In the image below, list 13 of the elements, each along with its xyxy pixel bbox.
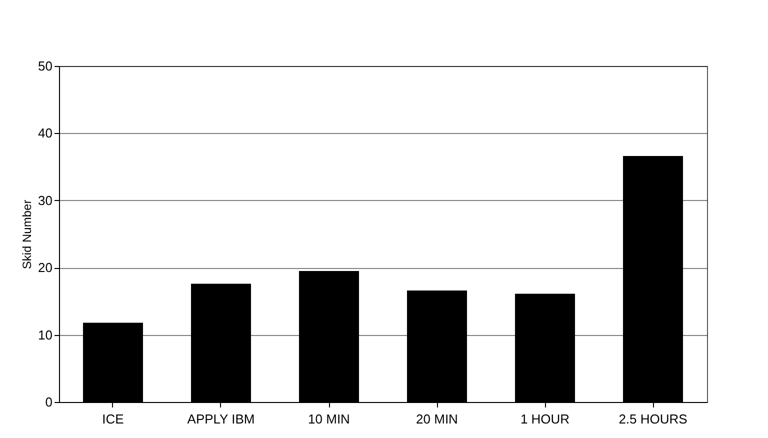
x-tick-label: ICE [102, 412, 124, 426]
x-tick-label: 10 MIN [308, 412, 350, 426]
y-tick-label: 10 [38, 327, 52, 342]
y-tick-label: 20 [38, 260, 52, 276]
x-tick-label: 1 HOUR [520, 412, 570, 426]
y-tick-label: 30 [38, 192, 52, 208]
x-tick-label: APPLY IBM [187, 412, 255, 426]
y-tick-label: 50 [38, 58, 52, 74]
y-axis-title: Skid Number [20, 200, 34, 270]
y-tick-label: 40 [38, 126, 52, 141]
x-tick-label: 2.5 HOURS [618, 412, 688, 426]
x-tick-label: 20 MIN [416, 412, 458, 426]
y-tick-label: 0 [45, 394, 52, 410]
